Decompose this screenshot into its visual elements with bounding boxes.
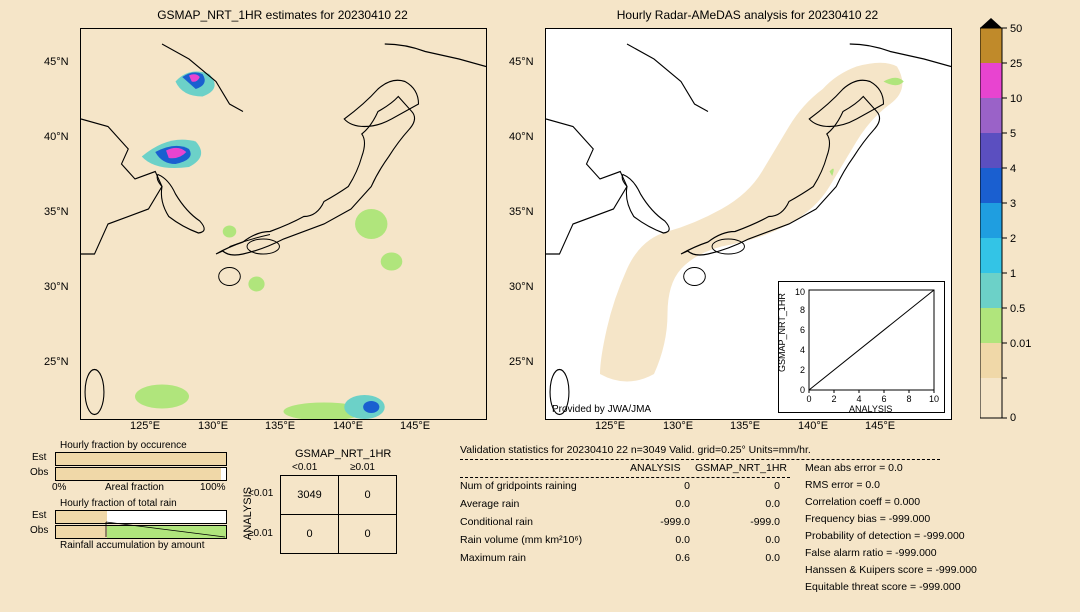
xtick: 135°E (730, 420, 760, 432)
xtick: 125°E (595, 420, 625, 432)
ytick: 35°N (44, 206, 69, 218)
validation-stat: Correlation coeff = 0.000 (805, 496, 920, 508)
svg-text:2: 2 (1010, 233, 1016, 245)
validation-row: Maximum rain0.60.0 (460, 552, 780, 564)
fraction-occurrence-title: Hourly fraction by occurence (60, 440, 187, 451)
xtick: 140°E (798, 420, 828, 432)
accum-title: Rainfall accumulation by amount (60, 540, 205, 551)
scatter-xlabel: ANALYSIS (849, 404, 892, 414)
map-left-svg (81, 29, 486, 419)
obs-bar (55, 467, 227, 481)
svg-text:8: 8 (800, 305, 805, 315)
bar-label: Est (32, 510, 46, 521)
ytick: 30°N (44, 281, 69, 293)
xtick: 130°E (198, 420, 228, 432)
validation-header: Validation statistics for 20230410 22 n=… (460, 444, 811, 456)
svg-text:0.5: 0.5 (1010, 303, 1025, 315)
xtick: 145°E (865, 420, 895, 432)
bar-label: Est (32, 452, 46, 463)
validation-stat: False alarm ratio = -999.000 (805, 547, 937, 559)
bar-axis: Areal fraction (105, 482, 164, 493)
bar-label: Obs (30, 467, 48, 478)
ytick: 25°N (509, 356, 534, 368)
contingency-cell: 0 (339, 476, 397, 515)
validation-stat: Hanssen & Kuipers score = -999.000 (805, 564, 977, 576)
contingency-row-label: <0.01 (248, 488, 273, 499)
svg-text:0: 0 (1010, 412, 1016, 423)
ytick: 25°N (44, 356, 69, 368)
contingency-row-label: ≥0.01 (248, 528, 273, 539)
map-left-panel (80, 28, 487, 420)
attribution: Provided by JWA/JMA (552, 404, 651, 415)
ytick: 45°N (509, 56, 534, 68)
svg-text:6: 6 (800, 325, 805, 335)
validation-row: Rain volume (mm km²10⁶)0.00.0 (460, 534, 780, 546)
validation-col: ANALYSIS (630, 462, 681, 474)
validation-row: Conditional rain-999.0-999.0 (460, 516, 780, 528)
svg-text:4: 4 (856, 394, 861, 404)
svg-text:10: 10 (795, 287, 805, 297)
map-title-left: GSMAP_NRT_1HR estimates for 20230410 22 (80, 8, 485, 22)
validation-stat: Probability of detection = -999.000 (805, 530, 965, 542)
contingency-col-label: ≥0.01 (350, 462, 375, 473)
bar-axis: 0% (52, 482, 66, 493)
validation-stat: RMS error = 0.0 (805, 479, 880, 491)
ytick: 40°N (509, 131, 534, 143)
bar-label: Obs (30, 525, 48, 536)
validation-stat: Equitable threat score = -999.000 (805, 581, 961, 593)
validation-stat: Frequency bias = -999.000 (805, 513, 930, 525)
contingency-col-header: GSMAP_NRT_1HR (295, 448, 391, 460)
validation-row: Num of gridpoints raining00 (460, 480, 780, 492)
svg-text:3: 3 (1010, 198, 1016, 210)
validation-stat: Mean abs error = 0.0 (805, 462, 903, 474)
fraction-total-title: Hourly fraction of total rain (60, 498, 177, 509)
xtick: 125°E (130, 420, 160, 432)
bar-axis: 100% (200, 482, 226, 493)
est-bar (55, 452, 227, 466)
ytick: 35°N (509, 206, 534, 218)
contingency-cell: 0 (339, 515, 397, 554)
validation-col: GSMAP_NRT_1HR (695, 462, 787, 474)
svg-text:6: 6 (881, 394, 886, 404)
ytick: 45°N (44, 56, 69, 68)
svg-text:50: 50 (1010, 23, 1022, 35)
xtick: 130°E (663, 420, 693, 432)
contingency-col-label: <0.01 (292, 462, 317, 473)
svg-text:1: 1 (1010, 268, 1016, 280)
map-title-right: Hourly Radar-AMeDAS analysis for 2023041… (545, 8, 950, 22)
dash (460, 477, 790, 478)
validation-row: Average rain0.00.0 (460, 498, 780, 510)
map-right-panel: Provided by JWA/JMA 0 2 4 6 8 10 0 2 4 6… (545, 28, 952, 420)
svg-text:10: 10 (1010, 93, 1022, 105)
ytick: 40°N (44, 131, 69, 143)
colorbar: 50 25 10 5 4 3 2 1 0.5 0.01 0 (980, 28, 1002, 418)
xtick: 140°E (333, 420, 363, 432)
scatter-inset: 0 2 4 6 8 10 0 2 4 6 8 10 ANALYSIS GSMAP… (778, 281, 945, 413)
dash (460, 459, 940, 460)
scatter-ylabel: GSMAP_NRT_1HR (777, 293, 787, 372)
svg-text:4: 4 (1010, 163, 1016, 175)
svg-text:5: 5 (1010, 128, 1016, 140)
svg-text:4: 4 (800, 345, 805, 355)
svg-text:0.01: 0.01 (1010, 338, 1031, 350)
svg-text:0: 0 (800, 385, 805, 395)
svg-text:2: 2 (800, 365, 805, 375)
svg-text:2: 2 (831, 394, 836, 404)
svg-text:8: 8 (906, 394, 911, 404)
xtick: 135°E (265, 420, 295, 432)
xtick: 145°E (400, 420, 430, 432)
contingency-cell: 3049 (281, 476, 339, 515)
contingency-cell: 0 (281, 515, 339, 554)
contingency-table: 3049 0 0 0 (280, 475, 397, 554)
svg-text:0: 0 (806, 394, 811, 404)
svg-text:10: 10 (929, 394, 939, 404)
ytick: 30°N (509, 281, 534, 293)
svg-text:25: 25 (1010, 58, 1022, 70)
